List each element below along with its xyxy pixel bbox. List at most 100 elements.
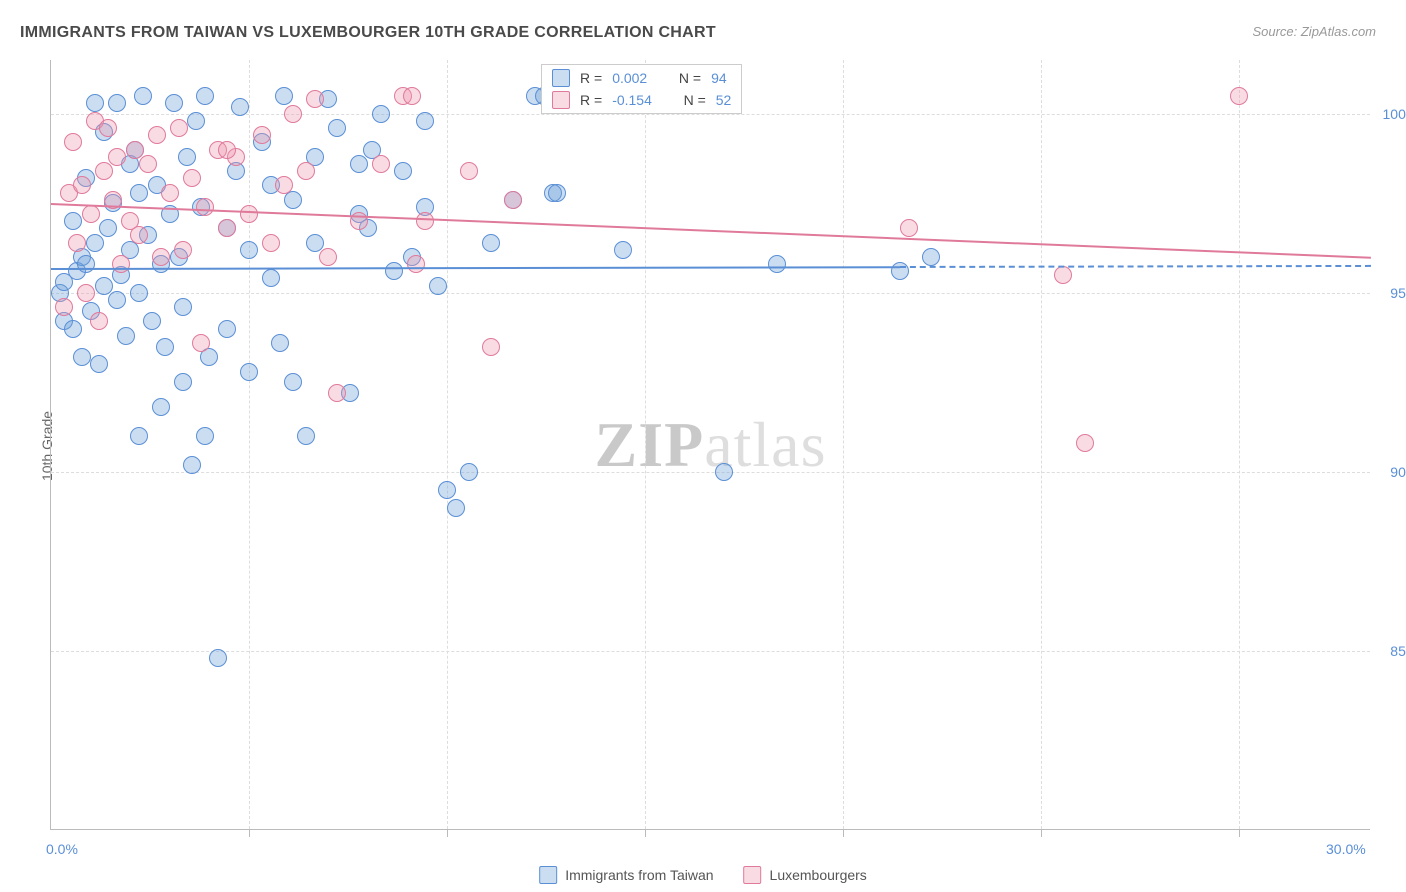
data-point — [240, 363, 258, 381]
data-point — [86, 94, 104, 112]
data-point — [178, 148, 196, 166]
legend-series: Immigrants from Taiwan Luxembourgers — [539, 866, 867, 884]
n-value: 94 — [711, 70, 727, 86]
data-point — [108, 148, 126, 166]
data-point — [297, 427, 315, 445]
data-point — [130, 184, 148, 202]
gridline-v — [1239, 60, 1240, 829]
watermark: ZIPatlas — [595, 408, 827, 482]
data-point — [447, 499, 465, 517]
data-point — [174, 298, 192, 316]
data-point — [297, 162, 315, 180]
ytick-label: 95.0% — [1390, 285, 1406, 301]
data-point — [306, 234, 324, 252]
swatch-icon — [552, 91, 570, 109]
data-point — [73, 348, 91, 366]
data-point — [284, 105, 302, 123]
gridline-v — [447, 60, 448, 829]
tick-bottom — [447, 829, 448, 837]
data-point — [319, 248, 337, 266]
xtick-label: 0.0% — [46, 841, 78, 857]
data-point — [271, 334, 289, 352]
data-point — [64, 212, 82, 230]
ytick-label: 90.0% — [1390, 464, 1406, 480]
data-point — [112, 255, 130, 273]
data-point — [504, 191, 522, 209]
data-point — [218, 219, 236, 237]
legend-correlation: R = 0.002 N = 94 R = -0.154 N = 52 — [541, 64, 742, 114]
n-label: N = — [679, 70, 701, 86]
data-point — [372, 155, 390, 173]
chart-area: ZIPatlas R = 0.002 N = 94 R = -0.154 N = … — [50, 60, 1370, 830]
data-point — [64, 133, 82, 151]
data-point — [165, 94, 183, 112]
data-point — [262, 234, 280, 252]
data-point — [174, 241, 192, 259]
data-point — [416, 212, 434, 230]
data-point — [161, 184, 179, 202]
data-point — [284, 373, 302, 391]
legend-label-taiwan: Immigrants from Taiwan — [565, 867, 713, 883]
data-point — [130, 427, 148, 445]
r-label: R = — [580, 92, 602, 108]
data-point — [614, 241, 632, 259]
data-point — [218, 320, 236, 338]
data-point — [126, 141, 144, 159]
data-point — [192, 334, 210, 352]
legend-item-luxembourg: Luxembourgers — [744, 866, 867, 884]
data-point — [407, 255, 425, 273]
data-point — [183, 169, 201, 187]
legend-correlation-row: R = 0.002 N = 94 — [552, 69, 731, 87]
data-point — [253, 126, 271, 144]
r-value: 0.002 — [612, 70, 647, 86]
data-point — [170, 119, 188, 137]
gridline-v — [645, 60, 646, 829]
tick-bottom — [645, 829, 646, 837]
source-label: Source: ZipAtlas.com — [1252, 24, 1376, 39]
data-point — [1076, 434, 1094, 452]
data-point — [90, 312, 108, 330]
data-point — [99, 219, 117, 237]
data-point — [328, 119, 346, 137]
data-point — [64, 320, 82, 338]
data-point — [152, 398, 170, 416]
data-point — [209, 649, 227, 667]
swatch-icon — [552, 69, 570, 87]
data-point — [139, 155, 157, 173]
tick-bottom — [1239, 829, 1240, 837]
data-point — [196, 198, 214, 216]
data-point — [183, 456, 201, 474]
data-point — [482, 338, 500, 356]
data-point — [275, 176, 293, 194]
data-point — [156, 338, 174, 356]
n-value: 52 — [716, 92, 732, 108]
data-point — [143, 312, 161, 330]
legend-correlation-row: R = -0.154 N = 52 — [552, 91, 731, 109]
data-point — [385, 262, 403, 280]
legend-item-taiwan: Immigrants from Taiwan — [539, 866, 713, 884]
data-point — [218, 141, 236, 159]
data-point — [231, 98, 249, 116]
data-point — [130, 226, 148, 244]
data-point — [95, 277, 113, 295]
data-point — [95, 162, 113, 180]
data-point — [148, 126, 166, 144]
tick-bottom — [843, 829, 844, 837]
data-point — [372, 105, 390, 123]
xtick-label: 30.0% — [1326, 841, 1366, 857]
data-point — [900, 219, 918, 237]
r-value: -0.154 — [612, 92, 652, 108]
data-point — [187, 112, 205, 130]
data-point — [275, 87, 293, 105]
data-point — [429, 277, 447, 295]
data-point — [55, 298, 73, 316]
gridline-v — [249, 60, 250, 829]
tick-bottom — [249, 829, 250, 837]
data-point — [460, 162, 478, 180]
data-point — [438, 481, 456, 499]
data-point — [394, 162, 412, 180]
legend-label-luxembourg: Luxembourgers — [770, 867, 867, 883]
data-point — [328, 384, 346, 402]
data-point — [73, 176, 91, 194]
data-point — [403, 87, 421, 105]
